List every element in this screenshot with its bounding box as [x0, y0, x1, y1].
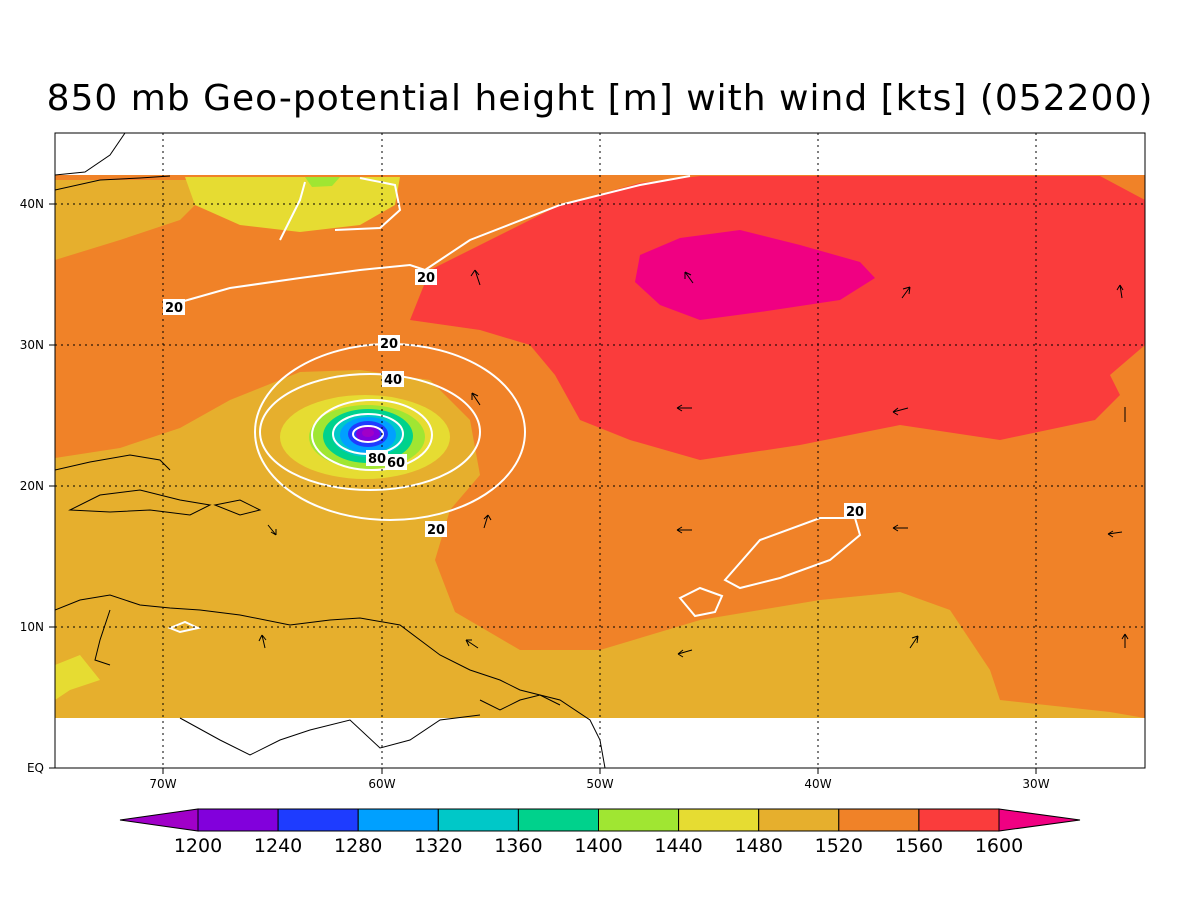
colorbar-segment	[437, 808, 519, 832]
colorbar: 1200 1240 1280 1320 1360 1400 1440 1480 1520 1560…	[119, 808, 1081, 857]
y-tick-label: 40N	[20, 197, 44, 211]
contour-label: 20	[427, 523, 445, 538]
colorbar-segment	[119, 808, 199, 832]
y-tick-label: 30N	[20, 338, 44, 352]
colorbar-segment	[678, 808, 760, 832]
colorbar-tick-label: 1520	[815, 835, 863, 857]
grid	[55, 133, 1145, 768]
colorbar-segment	[197, 808, 279, 832]
band-high-center	[635, 230, 875, 320]
low-1200	[362, 429, 374, 437]
colorbar-segment	[998, 808, 1081, 832]
x-tick-label: 40W	[804, 777, 831, 791]
coastlines	[55, 133, 606, 768]
band-sw-1480	[55, 655, 100, 700]
wind-arrows	[258, 269, 1129, 658]
colorbar-segment	[598, 808, 680, 832]
colorbar-segment	[918, 808, 1000, 832]
contour-label: 60	[387, 456, 405, 471]
x-tick-label: 60W	[368, 777, 395, 791]
contour-label: 20	[165, 301, 183, 316]
colorbar-tick-label: 1280	[334, 835, 382, 857]
chart-title: 850 mb Geo-potential height [m] with win…	[46, 78, 1154, 119]
colorbar-segment	[277, 808, 359, 832]
colorbar-tick-label: 1200	[174, 835, 222, 857]
y-tick-label: EQ	[27, 761, 44, 775]
contour-labels: 20 20 20 40 60 80 20 20	[163, 269, 866, 538]
colorbar-tick-label: 1320	[414, 835, 462, 857]
colorbar-tick-label: 1400	[574, 835, 622, 857]
colorbar-tick-label: 1240	[254, 835, 302, 857]
band-north-1480	[185, 177, 400, 232]
colorbar-segment	[517, 808, 600, 832]
colorbar-tick-label: 1480	[735, 835, 783, 857]
wind-contour-south	[167, 620, 202, 634]
contour-label: 20	[380, 337, 398, 352]
y-tick-label: 20N	[20, 479, 44, 493]
height-field	[55, 133, 1145, 768]
colorbar-segment	[758, 808, 840, 832]
band-1600	[410, 176, 1145, 460]
x-tick-label: 50W	[586, 777, 613, 791]
wind-contour-60	[311, 399, 433, 471]
wind-contour-core	[352, 425, 384, 443]
wind-contour-nw	[279, 177, 402, 241]
colorbar-tick-label: 1440	[654, 835, 702, 857]
x-tick-label: 30W	[1022, 777, 1049, 791]
colorbar-segment	[838, 808, 920, 832]
x-tick-label: 70W	[149, 777, 176, 791]
colorbar-tick-label: 1360	[494, 835, 542, 857]
contour-label: 40	[384, 373, 402, 388]
colorbar-segment	[357, 808, 439, 832]
wind-contour-east	[723, 517, 862, 590]
band-west	[55, 180, 300, 260]
contour-label: 80	[368, 452, 386, 467]
y-tick-label: 10N	[20, 620, 44, 634]
wind-contour-east-small	[678, 586, 724, 618]
contour-label: 20	[846, 505, 864, 520]
contour-label: 20	[417, 271, 435, 286]
axis-ticks	[49, 203, 1037, 774]
band-north-1440	[305, 177, 340, 187]
colorbar-tick-label: 1560	[895, 835, 943, 857]
wind-contour-40	[259, 373, 481, 491]
colorbar-tick-label: 1600	[975, 835, 1023, 857]
